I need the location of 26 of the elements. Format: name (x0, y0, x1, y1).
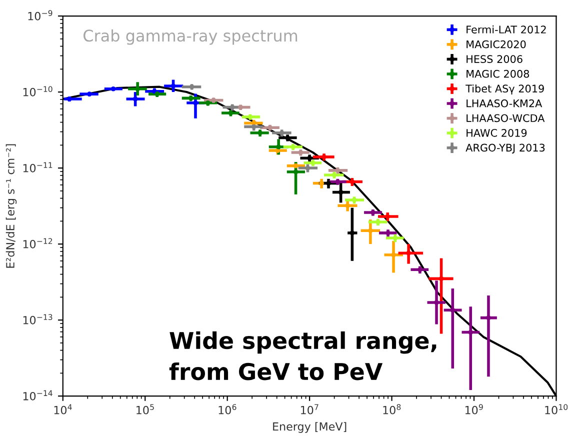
x-tick-label: 10$^{6}$ (218, 404, 236, 414)
legend-label: LHAASO-WCDA (466, 114, 545, 122)
x-tick-label: 10$^{9}$ (465, 404, 483, 414)
legend-label: ARGO-YBJ 2013 (466, 144, 545, 154)
legend-label: Fermi-LAT 2012 (466, 25, 546, 34)
y-tick-label: 10$^{−13}$ (23, 314, 52, 324)
annotation: Crab gamma-ray spectrum (84, 29, 298, 45)
legend-label: MAGIC2020 (466, 40, 526, 48)
y-tick-label: 10$^{−9}$ (28, 10, 52, 20)
y-tick-label: 10$^{−14}$ (23, 390, 52, 400)
annotation: Wide spectral range, from GeV to PeV (169, 331, 436, 380)
x-tick-label: 10$^{4}$ (54, 404, 72, 414)
legend-label: LHAASO-KM2A (466, 99, 542, 108)
x-tick-label: 10$^{8}$ (383, 404, 401, 414)
x-tick-label: 10$^{7}$ (301, 404, 318, 414)
y-tick-label: 10$^{−10}$ (23, 86, 52, 96)
x-tick-label: 10$^{10}$ (545, 404, 568, 414)
legend-label: HESS 2006 (466, 55, 522, 63)
y-tick-label: 10$^{−11}$ (23, 162, 52, 172)
y-tick-label: 10$^{−12}$ (23, 238, 52, 248)
legend-label: MAGIC 2008 (466, 70, 530, 78)
y-axis-title: E²dN/dE [erg s⁻¹ cm⁻²] (6, 144, 17, 268)
x-axis-title: Energy [MeV] (273, 422, 346, 433)
legend-label: Tibet ASγ 2019 (466, 84, 544, 95)
x-tick-label: 10$^{5}$ (136, 404, 154, 414)
legend-label: HAWC 2019 (466, 128, 527, 137)
